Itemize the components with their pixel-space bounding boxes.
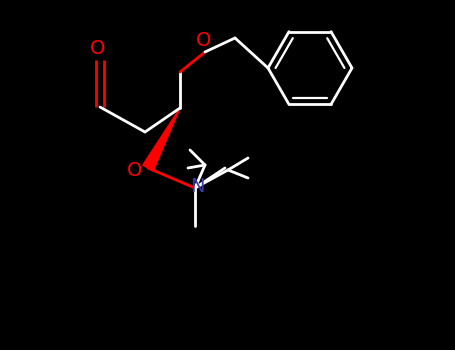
Text: O: O xyxy=(127,161,143,180)
Text: O: O xyxy=(196,30,212,49)
Polygon shape xyxy=(143,108,180,171)
Text: N: N xyxy=(190,176,204,196)
Text: O: O xyxy=(90,38,106,57)
